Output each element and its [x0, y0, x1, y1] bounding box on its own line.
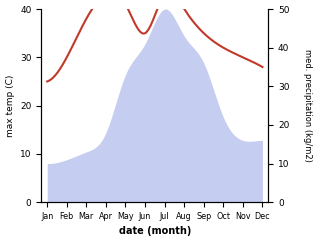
Y-axis label: med. precipitation (kg/m2): med. precipitation (kg/m2): [303, 49, 313, 162]
X-axis label: date (month): date (month): [119, 227, 191, 236]
Y-axis label: max temp (C): max temp (C): [5, 75, 15, 137]
